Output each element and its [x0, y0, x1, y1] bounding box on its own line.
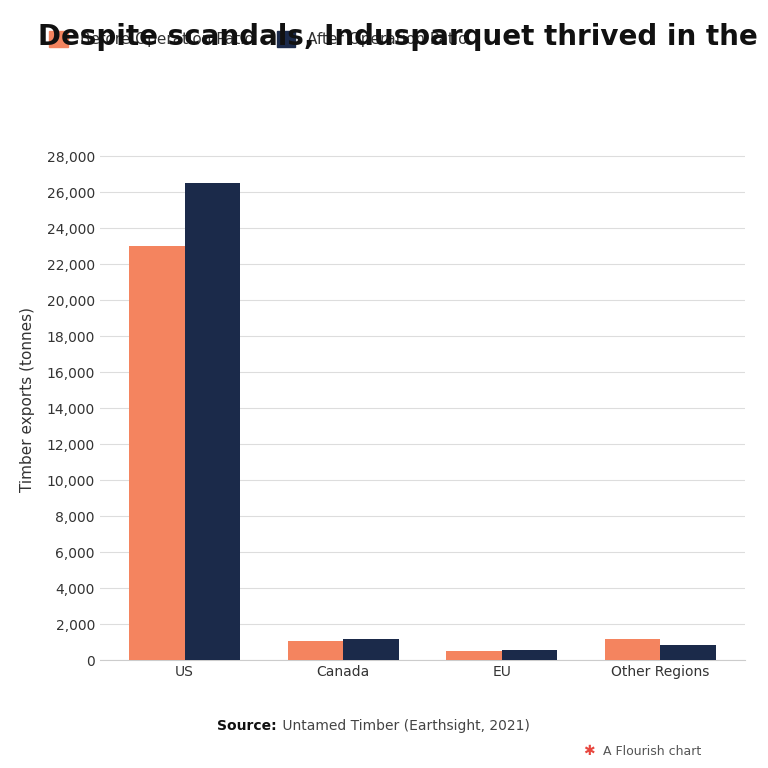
Bar [343, 639, 399, 660]
Legend: Before Operation Patio, After Operation Patio: Before Operation Patio, After Operation … [49, 31, 468, 47]
Bar [184, 184, 240, 660]
Text: Untamed Timber (Earthsight, 2021): Untamed Timber (Earthsight, 2021) [0, 767, 1, 768]
Bar [129, 247, 184, 660]
Bar [604, 639, 660, 660]
Bar [502, 650, 557, 660]
Text: Despite scandals, Indusparquet thrived in the USA: Despite scandals, Indusparquet thrived i… [38, 23, 768, 51]
Text: Untamed Timber (Earthsight, 2021): Untamed Timber (Earthsight, 2021) [278, 719, 530, 733]
Bar [660, 645, 716, 660]
Text: ✱: ✱ [584, 744, 600, 758]
Text: Source:: Source: [217, 719, 276, 733]
Text: A Flourish chart: A Flourish chart [603, 745, 701, 757]
Bar [446, 650, 502, 660]
Bar [288, 641, 343, 660]
Y-axis label: Timber exports (tonnes): Timber exports (tonnes) [21, 307, 35, 492]
